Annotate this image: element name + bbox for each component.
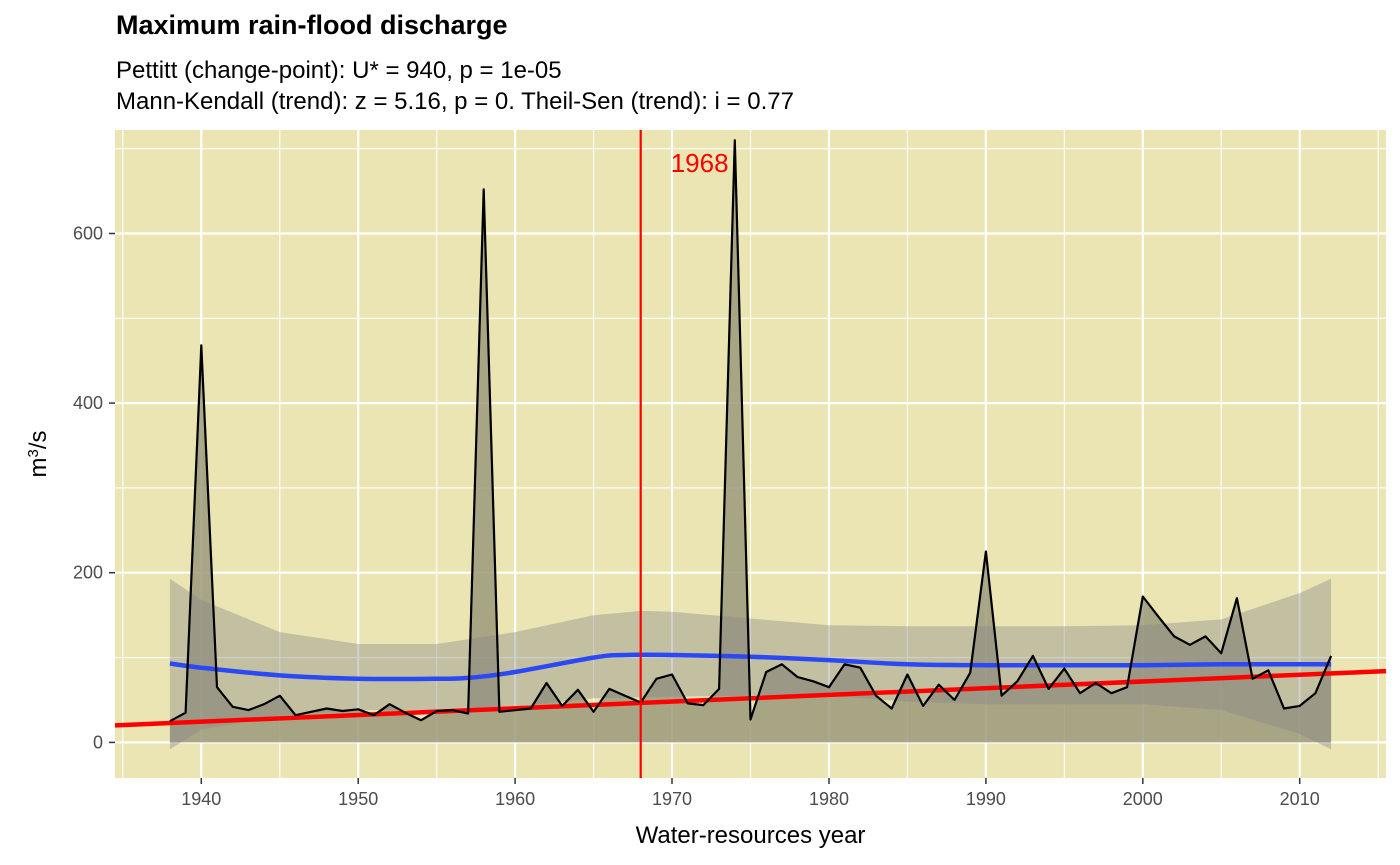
- x-axis-title: Water-resources year: [636, 822, 866, 849]
- y-axis-title-base: m: [25, 458, 52, 478]
- chart-title: Maximum rain-flood discharge: [116, 10, 508, 40]
- discharge-area: [169, 140, 1332, 743]
- loess-confidence-band: [169, 578, 1332, 750]
- y-tick-label: 400: [73, 393, 103, 413]
- x-tick-label: 1980: [809, 789, 849, 809]
- x-axis: 1940 1950 1960 1970 1980 1990 2000 2010: [181, 778, 1320, 809]
- chart-subtitle-pettitt: Pettitt (change-point): U* = 940, p = 1e…: [116, 57, 562, 84]
- y-axis-title-superscript: 3: [25, 449, 42, 457]
- y-tick-label: 200: [73, 563, 103, 583]
- change-point-label: 1968: [671, 148, 729, 178]
- x-tick-label: 2010: [1280, 789, 1320, 809]
- x-tick-label: 1950: [338, 789, 378, 809]
- y-tick-label: 0: [93, 732, 103, 752]
- y-axis: 0 200 400 600: [73, 224, 115, 752]
- x-tick-label: 2000: [1123, 789, 1163, 809]
- discharge-series-line: [169, 139, 1333, 723]
- y-tick-label: 600: [73, 224, 103, 244]
- loess-smooth-line: [169, 652, 1332, 682]
- y-axis-title: m3/s: [25, 430, 53, 477]
- y-axis-title-tail: /s: [25, 430, 52, 449]
- x-tick-label: 1960: [495, 789, 535, 809]
- x-tick-label: 1940: [181, 789, 221, 809]
- x-tick-label: 1970: [652, 789, 692, 809]
- chart-subtitle-mann-kendall: Mann-Kendall (trend): z = 5.16, p = 0. T…: [116, 88, 794, 115]
- x-tick-label: 1990: [966, 789, 1006, 809]
